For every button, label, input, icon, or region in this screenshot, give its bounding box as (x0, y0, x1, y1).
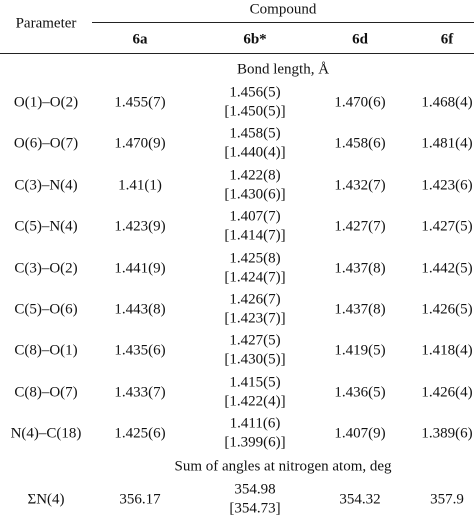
value: 1.411(6) (229, 415, 281, 432)
value: 1.423(9) (114, 218, 166, 235)
parameter: C(8)–O(7) (14, 384, 78, 401)
parameter: C(5)–O(6) (14, 301, 78, 318)
column-header: 6a (132, 31, 148, 48)
value: 1.426(7) (229, 291, 281, 308)
value: 1.41(1) (118, 177, 162, 194)
value: 1.427(5) (421, 218, 473, 235)
value: 357.9 (430, 491, 464, 508)
value: 1.458(5) (229, 125, 281, 142)
bracket-value: [354.73] (229, 500, 281, 517)
value: 1.432(7) (334, 177, 386, 194)
bracket-value: [1.450(5)] (224, 103, 286, 120)
value: 1.427(5) (229, 332, 281, 349)
value: 1.443(8) (114, 301, 166, 318)
bracket-value: [1.422(4)] (224, 393, 286, 410)
parameter: C(3)–N(4) (14, 177, 78, 194)
value: 354.32 (339, 491, 381, 508)
value: 1.389(6) (421, 425, 473, 442)
bracket-value: [1.414(7)] (224, 227, 286, 244)
value: 1.481(4) (421, 135, 473, 152)
parameter: C(8)–O(1) (14, 342, 78, 359)
value: 1.436(5) (334, 384, 386, 401)
parameter: C(5)–N(4) (14, 218, 78, 235)
value: 1.442(5) (421, 260, 473, 277)
section-title: Bond length, Å (236, 61, 330, 78)
parameter: O(1)–O(2) (13, 94, 79, 111)
value: 1.468(4) (421, 94, 473, 111)
column-header: 6f (440, 31, 454, 48)
value: 1.435(6) (114, 342, 166, 359)
parameter: O(6)–O(7) (13, 135, 79, 152)
value: 354.98 (234, 481, 276, 498)
rule (0, 53, 474, 54)
value: 1.423(6) (421, 177, 473, 194)
column-header: 6b* (243, 31, 267, 48)
value: 1.437(8) (334, 301, 386, 318)
value: 1.427(7) (334, 218, 386, 235)
value: 1.470(9) (114, 135, 166, 152)
value: 1.422(8) (229, 167, 281, 184)
parameter: ΣN(4) (27, 491, 65, 508)
bracket-value: [1.423(7)] (224, 310, 286, 327)
value: 1.419(5) (334, 342, 386, 359)
value: 1.426(4) (421, 384, 473, 401)
value: 1.418(4) (421, 342, 473, 359)
parameter: N(4)–C(18) (10, 425, 82, 442)
value: 1.407(7) (229, 208, 281, 225)
value: 1.407(9) (334, 425, 386, 442)
bracket-value: [1.430(5)] (224, 351, 286, 368)
value: 1.455(7) (114, 94, 166, 111)
value: 1.425(6) (114, 425, 166, 442)
bracket-value: [1.424(7)] (224, 269, 286, 286)
value: 356.17 (119, 491, 161, 508)
bracket-value: [1.399(6)] (224, 434, 286, 451)
value: 1.415(5) (229, 374, 281, 391)
value: 1.433(7) (114, 384, 166, 401)
bracket-value: [1.430(6)] (224, 186, 286, 203)
value: 1.426(5) (421, 301, 473, 318)
value: 1.456(5) (229, 84, 281, 101)
parameter-header: Parameter (15, 15, 77, 32)
section-title: Sum of angles at nitrogen atom, deg (174, 458, 392, 475)
bracket-value: [1.440(4)] (224, 144, 286, 161)
parameter: C(3)–O(2) (14, 260, 78, 277)
rule (92, 22, 474, 23)
value: 1.425(8) (229, 250, 281, 267)
compound-header: Compound (249, 1, 317, 18)
value: 1.458(6) (334, 135, 386, 152)
value: 1.470(6) (334, 94, 386, 111)
value: 1.441(9) (114, 260, 166, 277)
value: 1.437(8) (334, 260, 386, 277)
column-header: 6d (352, 31, 368, 48)
